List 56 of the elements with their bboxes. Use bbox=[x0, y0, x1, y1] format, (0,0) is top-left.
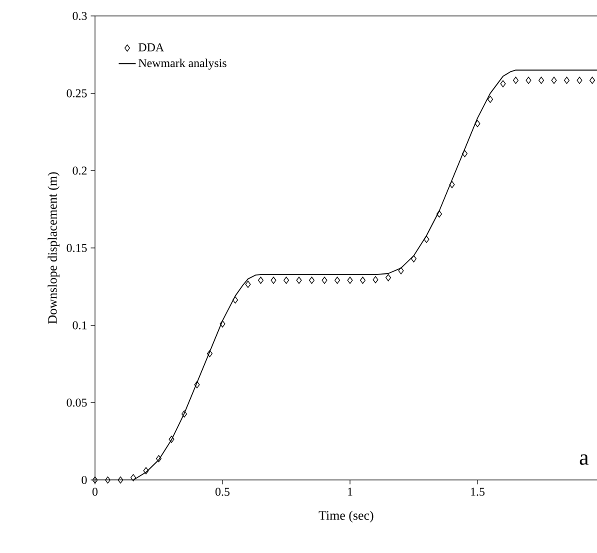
point bbox=[488, 96, 494, 103]
point bbox=[322, 276, 328, 284]
point bbox=[334, 276, 340, 284]
point bbox=[590, 76, 596, 84]
point bbox=[258, 276, 264, 284]
point bbox=[309, 276, 315, 284]
point bbox=[182, 410, 188, 418]
point bbox=[462, 150, 468, 158]
y-tick-label: 0.3 bbox=[72, 12, 87, 20]
point bbox=[513, 76, 519, 84]
y-tick-label: 0.15 bbox=[66, 244, 87, 252]
point bbox=[500, 80, 506, 88]
point bbox=[424, 236, 430, 243]
point bbox=[436, 210, 442, 218]
point bbox=[576, 76, 582, 84]
point bbox=[168, 436, 174, 443]
point bbox=[411, 255, 417, 262]
point bbox=[296, 276, 302, 284]
point bbox=[551, 76, 557, 84]
y-tick-label: 0.1 bbox=[72, 321, 87, 330]
x-tick-label: 1.5 bbox=[471, 488, 485, 496]
point bbox=[156, 455, 162, 462]
point bbox=[386, 274, 392, 282]
y-axis-title: Downslope displacement (m) bbox=[48, 172, 60, 324]
x-axis-title: Time (sec) bbox=[318, 510, 374, 522]
x-tick-label: 1 bbox=[348, 488, 352, 496]
point bbox=[449, 181, 455, 188]
point bbox=[143, 467, 149, 474]
point bbox=[194, 381, 200, 388]
point bbox=[207, 350, 213, 358]
point bbox=[372, 276, 378, 284]
point bbox=[538, 76, 544, 84]
legend-label: DDA bbox=[138, 43, 164, 52]
point bbox=[347, 276, 353, 284]
legend-label: Newmark analysis bbox=[138, 58, 226, 70]
y-tick-label: 0 bbox=[82, 476, 87, 484]
point bbox=[526, 76, 532, 84]
x-tick-label: 0 bbox=[92, 488, 98, 496]
point bbox=[360, 276, 366, 284]
point bbox=[245, 280, 251, 288]
point bbox=[270, 276, 276, 284]
y-tick-label: 0.2 bbox=[72, 166, 87, 175]
annotation: a bbox=[580, 454, 589, 465]
point bbox=[130, 474, 136, 482]
x-tick-label: 0.5 bbox=[215, 488, 230, 496]
point bbox=[284, 276, 290, 284]
point bbox=[398, 267, 404, 274]
y-tick-label: 0.25 bbox=[66, 89, 87, 98]
point bbox=[105, 476, 111, 484]
y-tick-label: 0.05 bbox=[66, 398, 87, 407]
point bbox=[118, 476, 124, 484]
point bbox=[564, 76, 570, 84]
point bbox=[92, 476, 98, 484]
point bbox=[474, 120, 480, 128]
point bbox=[220, 320, 226, 328]
point bbox=[232, 296, 238, 304]
